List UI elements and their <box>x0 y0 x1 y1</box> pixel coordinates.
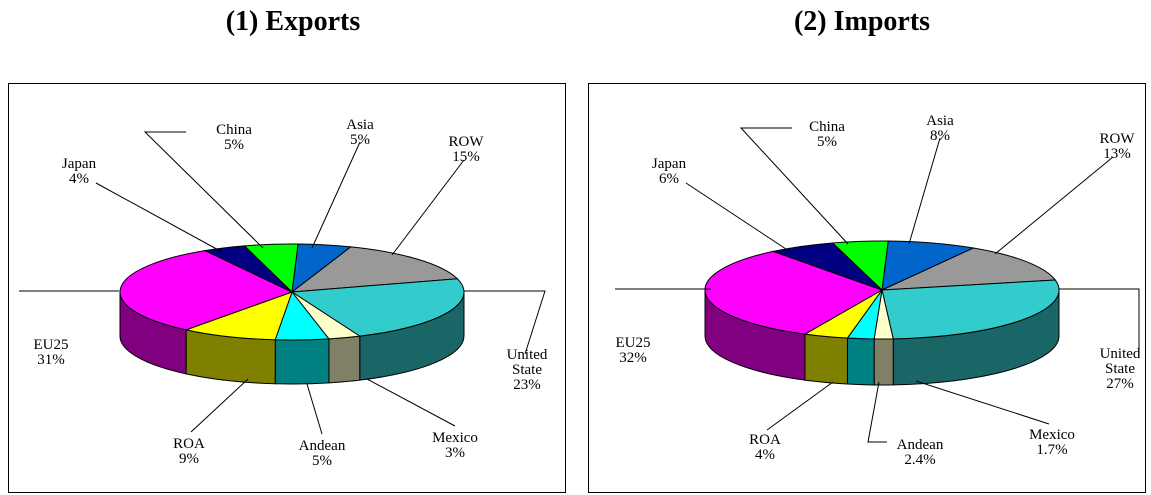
slice-label-andean: Andean 2.4% <box>897 437 944 468</box>
leader-line-china <box>739 127 849 245</box>
slice-label-roa: ROA 9% <box>173 436 205 467</box>
pie-slice-china <box>243 243 299 294</box>
slice-label-china: China 5% <box>809 119 845 150</box>
pie-chart-exports: Asia 5% ROW 15% United State 23% Mexico 3% Andean… <box>19 117 548 469</box>
leader-line-united-state <box>1059 288 1140 356</box>
slice-label-japan: Japan 6% <box>652 156 687 187</box>
slice-label-mexico: Mexico 3% <box>432 430 478 461</box>
pie-slice-eu25 <box>704 250 884 335</box>
pie-slice-roa <box>184 291 293 341</box>
slice-label-united-state: United State 27% <box>1100 346 1141 392</box>
leader-line-row <box>391 159 465 256</box>
chart-panel-exports: Asia 5% ROW 15% United State 23% Mexico 3% Andean… <box>8 83 566 493</box>
pie-side-roa <box>804 333 848 385</box>
leader-line-asia <box>908 137 941 245</box>
chart-panel-imports: Asia 8% ROW 13% United State 27% Mexico 1.7% Ande… <box>588 83 1146 493</box>
slice-label-row: ROW 13% <box>1100 131 1136 162</box>
leader-line-roa <box>190 378 249 433</box>
slice-label-andean: Andean 5% <box>299 438 346 469</box>
pie-slice-united-state <box>881 279 1060 340</box>
slice-label-asia: Asia 8% <box>926 113 954 144</box>
slice-label-china: China 5% <box>216 122 252 153</box>
pie-slice-united-state <box>290 278 465 337</box>
leader-line-asia <box>311 141 361 249</box>
leader-line-japan <box>685 182 790 252</box>
slice-label-mexico: Mexico 1.7% <box>1029 427 1075 458</box>
leader-line-mexico <box>366 378 456 427</box>
slice-label-eu25: EU25 31% <box>34 337 69 368</box>
leader-line-china <box>143 131 264 249</box>
leader-line-roa <box>766 381 834 431</box>
pie-slice-row <box>290 246 459 293</box>
pie-side-andean <box>274 338 330 385</box>
leader-line-mexico <box>915 380 1050 425</box>
pie-slice-china <box>831 240 889 292</box>
slice-label-united-state: United State 23% <box>507 347 548 393</box>
slice-label-eu25: EU25 32% <box>616 335 651 366</box>
pie-side-andean <box>846 337 875 386</box>
pie-slice-row <box>881 247 1057 291</box>
pie-slice-eu25 <box>119 250 294 331</box>
pie-chart-imports: Asia 8% ROW 13% United State 27% Mexico 1.7% Ande… <box>615 113 1141 468</box>
chart-title-imports: (2) Imports <box>793 6 931 37</box>
leader-line-andean <box>306 383 323 435</box>
chart-title-exports: (1) Exports <box>225 6 361 37</box>
leader-line-row <box>994 156 1114 255</box>
leader-line-japan <box>95 182 223 253</box>
slice-label-japan: Japan 4% <box>62 156 97 187</box>
slice-label-asia: Asia 5% <box>346 117 374 148</box>
pie-slice-asia <box>881 240 976 291</box>
pie-side-mexico <box>873 338 894 386</box>
leader-line-andean <box>867 381 887 443</box>
pie-side-mexico <box>328 335 361 384</box>
slice-label-roa: ROA 4% <box>749 432 781 463</box>
slice-label-row: ROW 15% <box>449 134 485 165</box>
leader-line-united-state <box>464 290 546 355</box>
